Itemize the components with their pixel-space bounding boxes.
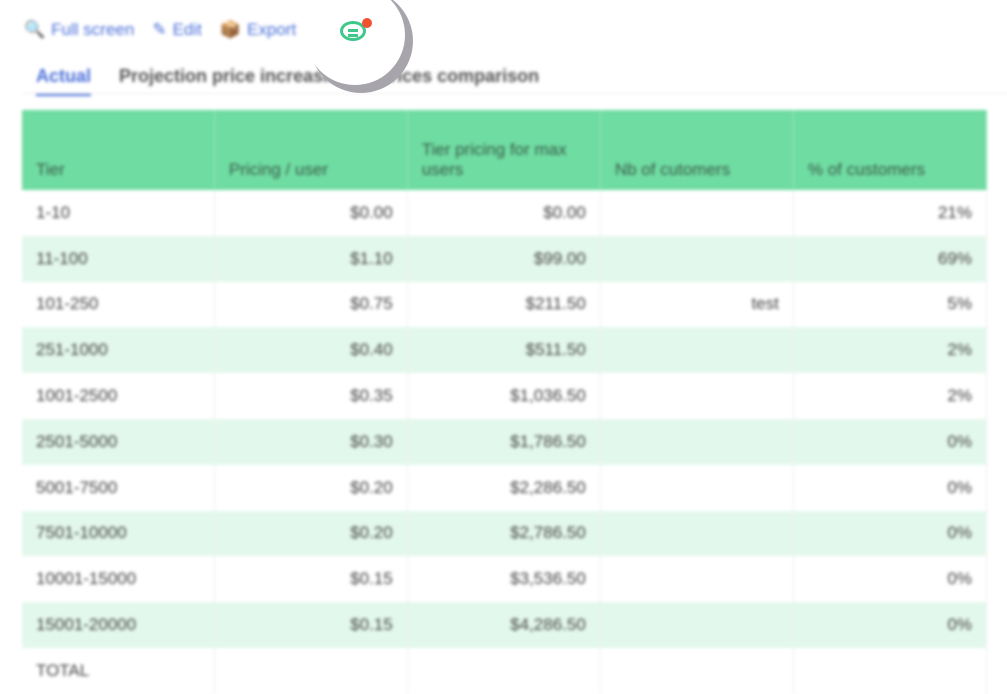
column-header: % of customers — [793, 110, 988, 190]
edit-button[interactable]: ✎ Edit — [152, 20, 202, 39]
column-header: Tier — [22, 110, 215, 190]
table-cell[interactable]: $211.50 — [407, 281, 601, 328]
table-cell[interactable]: 0% — [793, 510, 988, 557]
table-cell[interactable]: $0.20 — [214, 464, 408, 511]
table-cell[interactable]: 0% — [793, 602, 988, 648]
table-row: 1001-2500 $0.35 $1,036.50 2% — [22, 373, 988, 419]
table-cell[interactable]: 7501-10000 — [22, 510, 215, 557]
table-cell[interactable]: 251-1000 — [22, 327, 215, 374]
table-cell[interactable]: $3,536.50 — [407, 556, 601, 603]
tab-projection-price-increasing[interactable]: Projection price increasing — [119, 66, 351, 86]
table-cell[interactable] — [600, 464, 794, 511]
table-row: 5001-7500 $0.20 $2,286.50 0% — [22, 464, 988, 511]
table-header-row: Tier Pricing / user Tier pricing for max u… — [22, 110, 988, 190]
table-cell[interactable] — [600, 418, 794, 465]
export-button[interactable]: 📦 Export — [219, 20, 297, 39]
table-cell[interactable]: 1001-2500 — [22, 373, 215, 419]
table-cell[interactable]: $1.10 — [214, 235, 408, 282]
table-cell[interactable] — [214, 647, 408, 694]
table-cell[interactable] — [600, 235, 794, 282]
table-cell[interactable]: 0% — [793, 464, 988, 511]
toolbar: 🔍 Full screen ✎ Edit 📦 Export — [24, 20, 296, 40]
tab-prices-comparison[interactable]: Prices comparison — [378, 66, 540, 86]
table-cell[interactable]: $0.20 — [214, 510, 408, 557]
table-cell[interactable]: $0.40 — [214, 327, 408, 374]
magnifier: rt — [305, 0, 405, 85]
table-row: 2501-5000 $0.30 $1,786.50 0% — [22, 418, 988, 465]
page: 🔍 Full screen ✎ Edit 📦 Export Actual Projec… — [22, 20, 1007, 694]
table-cell[interactable] — [600, 373, 794, 419]
notification-dot — [362, 18, 372, 28]
table-cell[interactable]: $0.75 — [214, 281, 408, 328]
table-cell[interactable] — [600, 510, 794, 557]
table-cell[interactable]: 21% — [793, 190, 988, 236]
table-row: TOTAL — [22, 647, 988, 694]
table-cell[interactable]: $0.30 — [214, 418, 408, 465]
table-cell[interactable]: $0.15 — [214, 556, 408, 603]
table-cell[interactable]: 15001-20000 — [22, 602, 215, 648]
table-cell[interactable]: $2,286.50 — [407, 464, 601, 511]
table-cell[interactable] — [793, 647, 988, 694]
table-cell[interactable]: $0.35 — [214, 373, 408, 419]
table-cell[interactable]: 11-100 — [22, 235, 215, 282]
table-cell[interactable]: $0.00 — [407, 190, 601, 236]
table-cell[interactable]: $1,036.50 — [407, 373, 601, 419]
table-cell[interactable] — [600, 647, 794, 694]
table-row: 15001-20000 $0.15 $4,286.50 0% — [22, 602, 988, 648]
table-cell[interactable] — [600, 602, 794, 648]
table-cell[interactable]: test — [600, 281, 794, 328]
table-cell[interactable]: 2% — [793, 327, 988, 374]
table-cell[interactable]: $99.00 — [407, 235, 601, 282]
table-row: 10001-15000 $0.15 $3,536.50 0% — [22, 556, 988, 603]
table-cell[interactable]: 1-10 — [22, 190, 215, 236]
table-cell[interactable]: TOTAL — [22, 647, 215, 694]
table-cell[interactable]: 101-250 — [22, 281, 215, 328]
table-cell[interactable] — [600, 190, 794, 236]
table-row: 101-250 $0.75 $211.50 test 5% — [22, 281, 988, 328]
table-cell[interactable]: 69% — [793, 235, 988, 282]
table-cell[interactable] — [600, 556, 794, 603]
table-cell[interactable]: 10001-15000 — [22, 556, 215, 603]
table-cell[interactable]: 2501-5000 — [22, 418, 215, 465]
export-icon: 📦 — [219, 20, 242, 39]
tabs: Actual Projection price increasing Price… — [36, 66, 539, 96]
table-cell[interactable]: 2% — [793, 373, 988, 419]
table-cell[interactable] — [600, 327, 794, 374]
pencil-icon: ✎ — [152, 20, 167, 39]
pricing-table: Tier Pricing / user Tier pricing for max u… — [22, 110, 988, 694]
table-row: 1-10 $0.00 $0.00 21% — [22, 190, 988, 236]
chat-icon[interactable] — [340, 21, 366, 41]
table-cell[interactable]: $4,286.50 — [407, 602, 601, 648]
table-row: 251-1000 $0.40 $511.50 2% — [22, 327, 988, 374]
table-row: 7501-10000 $0.20 $2,786.50 0% — [22, 510, 988, 557]
table-cell[interactable]: $2,786.50 — [407, 510, 601, 557]
table-cell[interactable]: $0.15 — [214, 602, 408, 648]
table-cell[interactable]: $0.00 — [214, 190, 408, 236]
table-cell[interactable]: 5% — [793, 281, 988, 328]
tab-divider — [22, 93, 1007, 94]
column-header: Pricing / user — [214, 110, 408, 190]
column-header: Tier pricing for max users — [407, 110, 601, 190]
column-header: Nb of cutomers — [600, 110, 794, 190]
table-cell[interactable]: 0% — [793, 556, 988, 603]
table-cell[interactable]: $1,786.50 — [407, 418, 601, 465]
tab-actual[interactable]: Actual — [36, 66, 92, 96]
table-cell[interactable]: 5001-7500 — [22, 464, 215, 511]
search-icon: 🔍 — [24, 20, 46, 39]
full-screen-button[interactable]: 🔍 Full screen — [24, 20, 135, 39]
table-cell[interactable]: $511.50 — [407, 327, 601, 374]
table-cell[interactable]: 0% — [793, 418, 988, 465]
table-row: 11-100 $1.10 $99.00 69% — [22, 235, 988, 282]
table-cell[interactable] — [407, 647, 601, 694]
